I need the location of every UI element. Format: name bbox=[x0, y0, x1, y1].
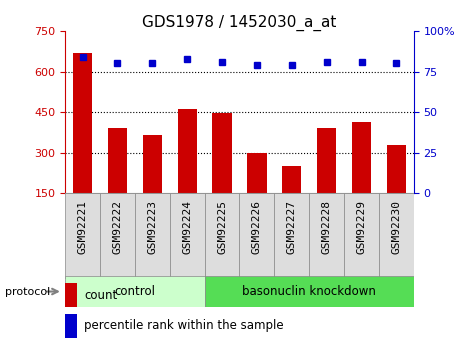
Bar bbox=[387, 145, 406, 193]
Text: GSM92228: GSM92228 bbox=[322, 200, 332, 254]
Bar bbox=[274, 193, 309, 279]
Bar bbox=[65, 193, 100, 279]
Text: GSM92229: GSM92229 bbox=[357, 200, 366, 254]
Bar bbox=[170, 193, 205, 279]
Text: GSM92226: GSM92226 bbox=[252, 200, 262, 254]
Bar bbox=[108, 128, 127, 193]
Bar bbox=[178, 109, 197, 193]
Bar bbox=[247, 152, 266, 193]
Text: percentile rank within the sample: percentile rank within the sample bbox=[84, 319, 284, 332]
Text: protocol: protocol bbox=[5, 287, 50, 296]
Bar bbox=[143, 135, 162, 193]
Bar bbox=[282, 166, 301, 193]
Text: GSM92230: GSM92230 bbox=[392, 200, 401, 254]
Title: GDS1978 / 1452030_a_at: GDS1978 / 1452030_a_at bbox=[142, 15, 337, 31]
Bar bbox=[213, 114, 232, 193]
Bar bbox=[309, 193, 344, 279]
Bar bbox=[205, 193, 239, 279]
Bar bbox=[135, 193, 170, 279]
Text: GSM92224: GSM92224 bbox=[182, 200, 192, 254]
Text: GSM92222: GSM92222 bbox=[113, 200, 122, 254]
Text: GSM92221: GSM92221 bbox=[78, 200, 87, 254]
Bar bbox=[65, 276, 205, 307]
Bar bbox=[65, 283, 77, 307]
Bar bbox=[239, 193, 274, 279]
Text: control: control bbox=[114, 285, 155, 298]
Bar bbox=[379, 193, 414, 279]
Text: basonuclin knockdown: basonuclin knockdown bbox=[242, 285, 376, 298]
Bar bbox=[317, 128, 336, 193]
Text: GSM92223: GSM92223 bbox=[147, 200, 157, 254]
Text: GSM92227: GSM92227 bbox=[287, 200, 297, 254]
Bar bbox=[65, 314, 77, 338]
Text: count: count bbox=[84, 289, 118, 302]
Bar bbox=[205, 276, 414, 307]
Text: GSM92225: GSM92225 bbox=[217, 200, 227, 254]
Bar bbox=[344, 193, 379, 279]
Bar bbox=[352, 121, 371, 193]
Bar bbox=[100, 193, 135, 279]
Bar bbox=[73, 53, 92, 193]
